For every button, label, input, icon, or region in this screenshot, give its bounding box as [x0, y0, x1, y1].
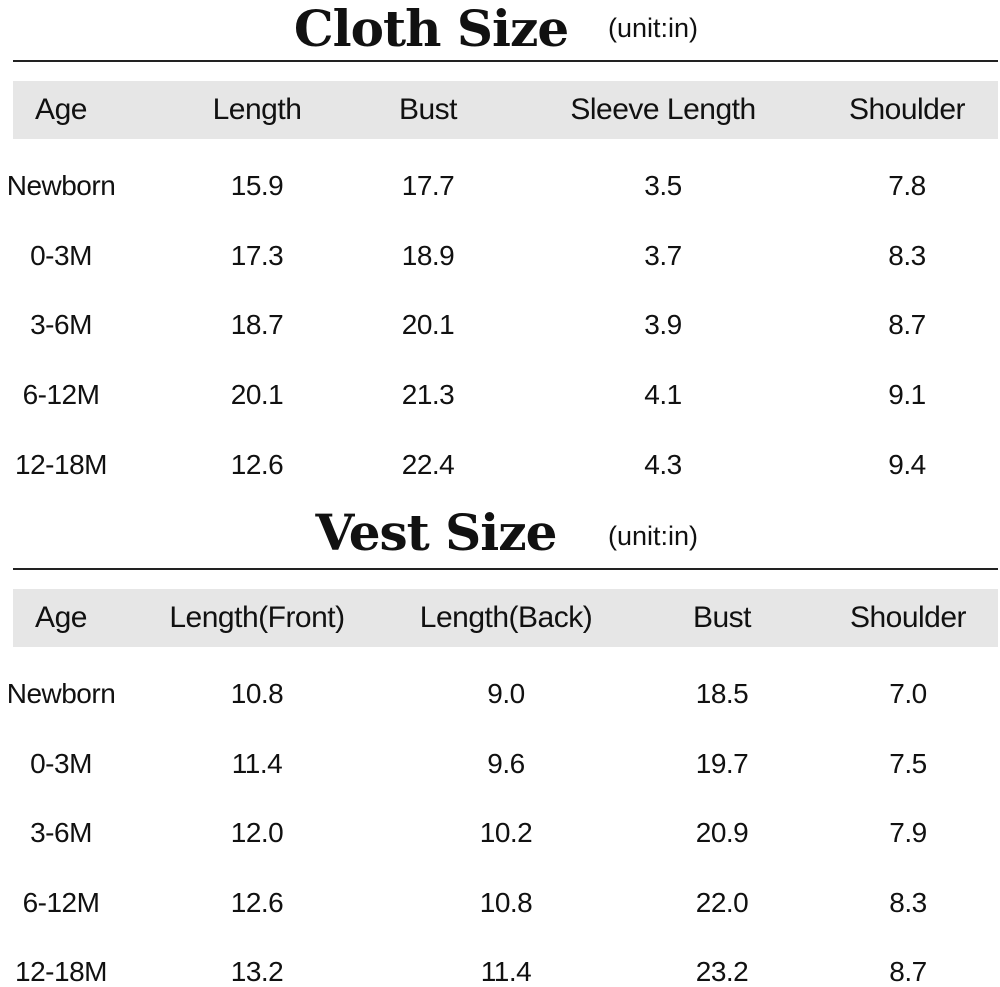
cloth-divider	[13, 60, 998, 62]
cloth-header-band	[13, 81, 998, 139]
cloth-column-header: Shoulder	[848, 93, 966, 126]
cloth-age-cell: 6-12M	[22, 379, 100, 410]
vest-value-cell: 20.9	[695, 817, 749, 848]
cloth-age-cell: Newborn	[6, 170, 116, 201]
vest-value-cell: 7.9	[889, 817, 927, 848]
vest-age-cell: 3-6M	[30, 817, 92, 848]
vest-value-cell: 8.3	[889, 887, 927, 918]
cloth-value-cell: 21.3	[401, 379, 455, 410]
cloth-value-cell: 22.4	[401, 449, 455, 480]
cloth-value-cell: 18.9	[401, 240, 455, 271]
cloth-age-cell: 3-6M	[30, 309, 92, 340]
cloth-value-cell: 3.9	[644, 309, 682, 340]
vest-value-cell: 9.6	[487, 748, 525, 779]
vest-value-cell: 12.0	[230, 817, 284, 848]
vest-value-cell: 22.0	[695, 887, 749, 918]
cloth-column-header: Sleeve Length	[570, 93, 756, 126]
cloth-value-cell: 20.1	[401, 309, 455, 340]
vest-age-cell: Newborn	[6, 678, 116, 709]
cloth-value-cell: 12.6	[230, 449, 284, 480]
vest-size-title: Vest Size	[315, 503, 558, 562]
cloth-age-cell: 0-3M	[30, 240, 92, 271]
vest-value-cell: 12.6	[230, 887, 284, 918]
vest-value-cell: 11.4	[480, 956, 532, 987]
cloth-column-header: Length	[212, 93, 302, 126]
cloth-column-header: Age	[35, 93, 87, 126]
cloth-value-cell: 9.1	[888, 379, 926, 410]
vest-header-band	[13, 589, 998, 647]
cloth-value-cell: 18.7	[230, 309, 284, 340]
vest-value-cell: 7.5	[889, 748, 927, 779]
vest-divider	[13, 568, 998, 570]
cloth-value-cell: 8.7	[888, 309, 926, 340]
cloth-age-cell: 12-18M	[15, 449, 107, 480]
cloth-value-cell: 15.9	[230, 170, 284, 201]
vest-value-cell: 9.0	[487, 678, 525, 709]
cloth-value-cell: 9.4	[888, 449, 926, 480]
vest-unit-label: (unit:in)	[608, 521, 699, 551]
vest-column-header: Shoulder	[849, 601, 967, 634]
cloth-unit-label: (unit:in)	[608, 13, 699, 43]
vest-value-cell: 10.8	[479, 887, 533, 918]
vest-age-cell: 0-3M	[30, 748, 92, 779]
vest-value-cell: 10.8	[230, 678, 284, 709]
vest-value-cell: 11.4	[231, 748, 283, 779]
cloth-value-cell: 4.3	[644, 449, 682, 480]
vest-age-cell: 6-12M	[22, 887, 100, 918]
cloth-size-title: Cloth Size	[293, 0, 569, 58]
vest-column-header: Bust	[692, 601, 752, 634]
vest-column-header: Length(Front)	[169, 601, 345, 634]
cloth-value-cell: 7.8	[888, 170, 926, 201]
cloth-value-cell: 4.1	[644, 379, 682, 410]
vest-column-header: Age	[35, 601, 87, 634]
vest-age-cell: 12-18M	[15, 956, 107, 987]
vest-value-cell: 8.7	[889, 956, 927, 987]
cloth-value-cell: 17.7	[401, 170, 455, 201]
vest-value-cell: 10.2	[479, 817, 533, 848]
vest-column-header: Length(Back)	[419, 601, 593, 634]
cloth-value-cell: 3.5	[644, 170, 682, 201]
cloth-value-cell: 20.1	[230, 379, 284, 410]
vest-value-cell: 23.2	[695, 956, 749, 987]
cloth-value-cell: 3.7	[644, 240, 682, 271]
cloth-column-header: Bust	[398, 93, 458, 126]
vest-value-cell: 18.5	[695, 678, 749, 709]
vest-value-cell: 19.7	[695, 748, 749, 779]
cloth-value-cell: 17.3	[230, 240, 284, 271]
vest-value-cell: 7.0	[889, 678, 927, 709]
cloth-value-cell: 8.3	[888, 240, 926, 271]
vest-value-cell: 13.2	[230, 956, 284, 987]
